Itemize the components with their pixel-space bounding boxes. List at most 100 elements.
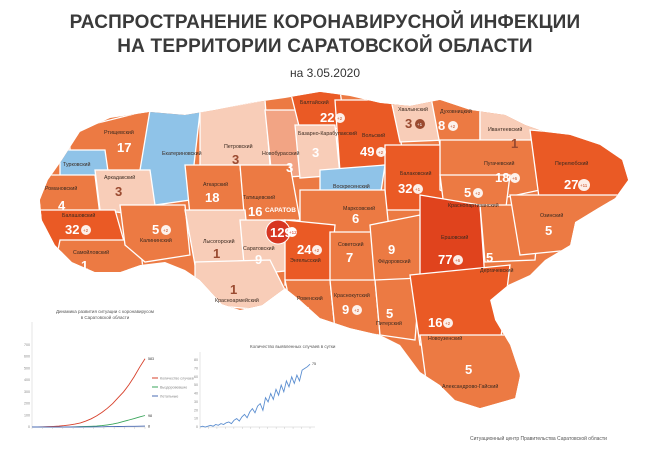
plus-engelssky: +2 [314,248,320,253]
count-rtishchevsky: 17 [117,140,131,155]
label-petrovsky: Петровский [224,143,253,150]
chart1-ytick: 300 [24,390,30,394]
label-bazarno-karabulaksky: Базарно-Карабулакский [298,130,357,137]
plus-kalininsky: +2 [163,228,169,233]
label-saratovsky: Саратовский [243,245,275,252]
district-kalininsky[interactable] [119,204,191,263]
district-ozinsky[interactable] [509,194,630,256]
count-balashovsky: 32 [65,222,79,237]
label-rovensky: Ровенский [297,295,323,302]
title-line-2: НА ТЕРРИТОРИИ САРАТОВСКОЙ ОБЛАСТИ [117,36,533,57]
count-khvalynsky: 3 [405,116,412,131]
chart1-ytick: 0 [28,425,30,429]
label-baltaysky: Балтайский [300,99,329,106]
label-sovetsky: Советский [338,241,364,248]
chart2-ytick: 60 [194,375,198,379]
label-romanovsky: Романовский [45,185,77,192]
plus-balashovsky: +2 [83,228,89,233]
title-line-1: РАСПРОСТРАНЕНИЕ КОРОНАВИРУСНОЙ ИНФЕКЦИИ [69,12,581,33]
plus-novouzensky: +2 [445,321,451,326]
capital-count: 129 [270,225,292,240]
chart1-legend-label: Летальные [160,394,178,398]
label-marksovsky: Марксовский [343,205,375,212]
count-kalininsky: 5 [152,222,159,237]
count-krasnokutsky: 9 [342,302,349,317]
count-novouzensky: 16 [428,315,442,330]
plus-krasnopartizansky: +2 [475,191,481,196]
chart1-ytick: 500 [24,366,30,370]
district-aleksandrovo-gaysky[interactable] [419,334,526,410]
label-pitersky: Питерский [376,320,402,327]
chart2-ytick: 30 [194,400,198,404]
district-perelyubsky[interactable] [529,129,640,206]
chart2-ytick: 80 [194,358,198,362]
count-romanovsky: 4 [58,198,66,213]
label-ozinsky: Озинский [540,212,563,219]
label-ekaterinovsky: Екатериновский [162,150,202,157]
capital-plus: +12 [289,230,297,235]
label-novouzensky: Новоузенский [428,335,462,342]
count-saratovsky: 9 [255,252,262,267]
label-khvalynsky: Хвалынский [398,106,428,113]
plus-krasnokutsky: +2 [354,308,360,313]
chart2-series-line [199,363,311,428]
chart1-title-2: в Саратовской области [81,314,130,320]
plus-dukhovnitsky: +2 [450,124,456,129]
chart2-ytick: 50 [194,383,198,387]
count-fyodorovsky: 9 [388,242,395,257]
count-volsky: 49 [360,144,374,159]
chart1-ytick: 200 [24,402,30,406]
count-ozinsky: 5 [545,223,552,238]
label-aleksandrovo-gaysky: Александрово-Гайский [442,383,498,390]
label-dukhovnitsky: Духовницкий [440,108,472,115]
capital-plus-badge [287,227,297,237]
count-ivanteevsky: 1 [511,136,518,151]
label-fyodorovsky: Фёдоровский [378,258,411,265]
chart2-ytick: 40 [194,392,198,396]
label-ershovsky: Ершовский [441,234,468,241]
label-lysogorsky: Лысогорский [203,238,235,245]
chart1-ytick: 600 [24,355,30,359]
plus-ershovsky: +6 [455,258,461,263]
count-lysogorsky: 1 [213,246,220,261]
count-tatishchevsky: 16 [248,204,262,219]
count-engelssky: 24 [297,242,312,257]
label-krasnoarmeysky: Красноармейский [215,297,259,304]
count-novoburassky: 3 [286,160,293,175]
label-tatishchevsky: Татищевский [243,194,275,201]
label-perelyubsky: Перелюбский [555,160,588,167]
count-bazarno-karabulaksky: 3 [312,145,319,160]
plus-perelyubsky: +11 [580,183,588,188]
count-petrovsky: 3 [232,152,239,167]
label-rtishchevsky: Ртищевский [104,129,134,136]
count-dergachevsky: 5 [486,250,493,265]
chart2-ytick: 10 [194,417,198,421]
chart1-series-line [32,425,146,428]
chart-daily-cases: Количество выявленных случаев в сутки 0 1… [194,344,336,429]
count-balakovsky: 32 [398,181,412,196]
label-balashovsky: Балашовский [62,212,95,219]
chart2-title: Количество выявленных случаев в сутки [250,344,336,349]
label-balakovsky: Балаковский [400,170,431,177]
label-novoburassky: Новобурасский [262,150,299,157]
capital-name: САРАТОВ [265,207,296,214]
count-baltaysky: 22 [320,110,334,125]
chart1-end-label: 8 [148,425,150,429]
count-dukhovnitsky: 8 [438,118,445,133]
district-pitersky[interactable] [374,277,421,341]
label-pugachevsky: Пугачевский [484,160,514,167]
chart1-ytick: 400 [24,378,30,382]
district-rovensky[interactable] [284,279,336,331]
district-novouzensky[interactable] [409,264,511,346]
chart1-legend-label: Количество случаев [160,376,194,380]
count-arkadaksky: 3 [115,184,122,199]
footer-source: Ситуационный центр Правительства Саратов… [470,436,607,442]
label-samoilovsky: Самойловский [73,249,109,256]
label-engelssky: Энгельсский [290,257,321,264]
chart1-ytick: 100 [24,413,30,417]
count-sovetsky: 7 [346,250,353,265]
label-dergachevsky: Дергачевский [480,267,514,274]
chart2-ytick: 0 [196,425,198,429]
plus-khvalynsky: +1 [417,122,423,127]
